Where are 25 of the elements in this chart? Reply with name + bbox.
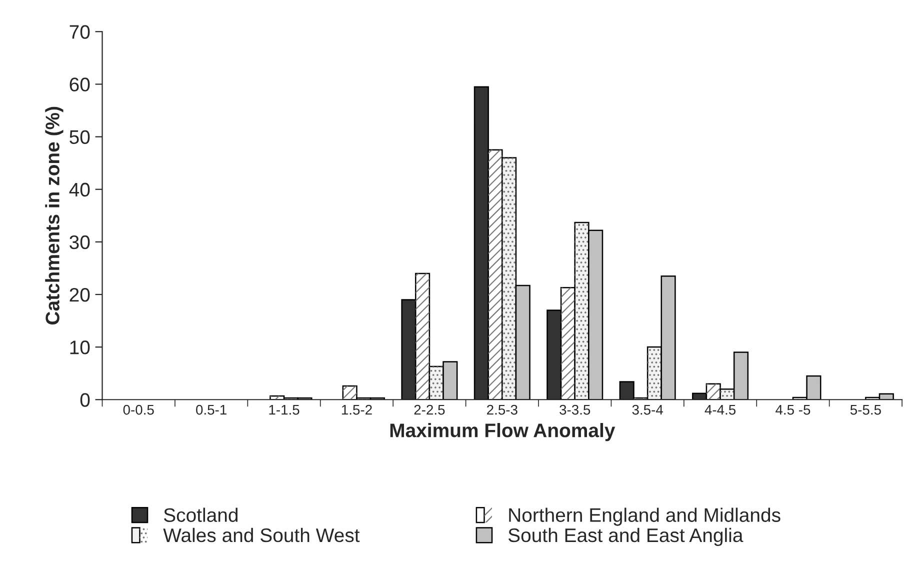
x-tick-label: 2-2.5 bbox=[414, 404, 445, 415]
x-tick-label: 1.5-2 bbox=[342, 404, 372, 415]
x-tick-label: 0-0.5 bbox=[123, 404, 154, 415]
x-tick-label: 3.5-4 bbox=[632, 404, 663, 415]
y-tick-label: 40 bbox=[69, 182, 90, 197]
legend-label: Scotland bbox=[164, 508, 238, 522]
x-tick-label: 3-3.5 bbox=[560, 404, 590, 415]
y-tick-label: 60 bbox=[70, 78, 90, 92]
y-tick-label: 70 bbox=[70, 25, 90, 39]
legend-label: South East and East Anglia bbox=[508, 528, 744, 546]
x-tick-label: 0.5-1 bbox=[196, 404, 226, 415]
y-tick-label: 0 bbox=[80, 393, 90, 407]
x-tick-label: 4-4.5 bbox=[704, 404, 736, 415]
x-tick-label: 2.5-3 bbox=[487, 404, 518, 415]
y-tick-label: 20 bbox=[70, 288, 90, 302]
y-axis-title: Catchments in zone (%) bbox=[45, 106, 64, 324]
y-tick-label: 30 bbox=[70, 235, 90, 250]
x-axis-title: Maximum Flow Anomaly bbox=[390, 422, 616, 442]
y-tick-label: 10 bbox=[70, 340, 90, 354]
y-tick-label: 50 bbox=[70, 130, 90, 144]
x-tick-label: 4.5 -5 bbox=[776, 404, 810, 415]
x-tick-label: 5-5.5 bbox=[850, 404, 881, 415]
x-tick-label: 1-1.5 bbox=[269, 404, 300, 415]
legend-label: Northern England and Midlands bbox=[509, 508, 780, 526]
legend-label: Wales and South West bbox=[163, 528, 360, 542]
